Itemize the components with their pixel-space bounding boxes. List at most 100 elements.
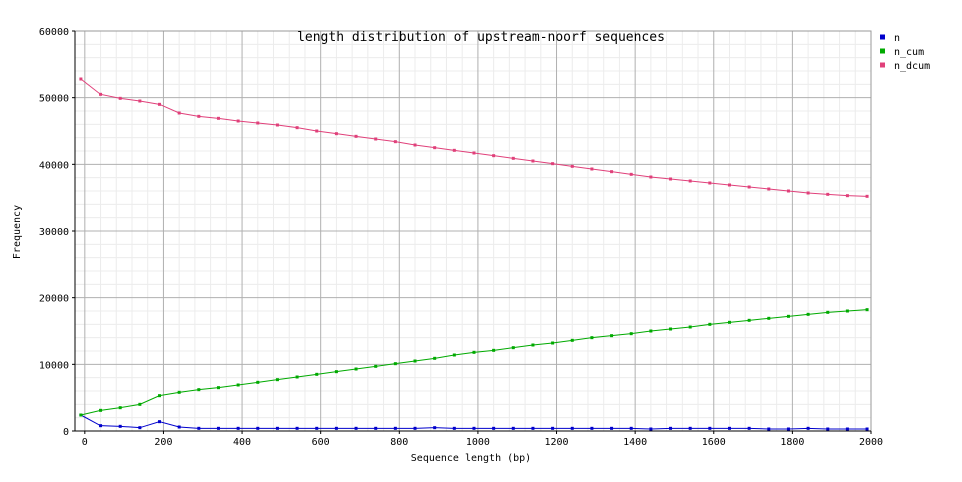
data-point [216,426,220,430]
data-point [315,426,319,430]
x-tick-label: 600 [312,437,330,448]
data-point [492,348,496,352]
data-point [786,427,790,431]
data-point [99,424,103,428]
y-tick-label: 40000 [39,160,69,171]
y-tick-label: 60000 [39,27,69,38]
data-point [767,316,771,320]
data-point [413,426,417,430]
data-point [256,380,260,384]
data-point [413,359,417,363]
data-point [315,129,319,133]
data-point [551,341,555,345]
y-tick-label: 20000 [39,294,69,305]
data-point [158,102,162,106]
chart-title: length distribution of upstream-noorf se… [297,30,665,45]
data-point [806,312,810,316]
data-point [374,364,378,368]
data-point [334,132,338,136]
data-point [256,121,260,125]
data-point [688,179,692,183]
data-point [551,426,555,430]
data-point [669,426,673,430]
data-point [236,119,240,123]
legend-marker [880,34,885,40]
series-n [79,413,869,431]
data-point [845,427,849,431]
series-line [80,309,868,416]
x-tick-label: 2000 [859,437,883,448]
data-point [472,426,476,430]
y-tick-label: 0 [63,427,69,438]
data-point [786,314,790,318]
data-point [590,426,594,430]
data-point [649,175,653,179]
data-point [295,426,299,430]
series-n-cum [79,308,869,417]
x-tick-label: 1600 [702,437,726,448]
data-point [747,426,751,430]
data-point [570,338,574,342]
data-point [334,370,338,374]
data-point [334,426,338,430]
x-tick-label: 1200 [544,437,568,448]
data-point [374,137,378,141]
data-point [708,426,712,430]
data-point [492,154,496,158]
data-point [551,162,555,166]
data-point [79,77,83,81]
data-point [393,140,397,144]
data-point [649,427,653,431]
data-point [767,427,771,431]
data-point [374,426,378,430]
data-point [727,426,731,430]
data-point [158,420,162,424]
data-point [669,177,673,181]
data-point [177,425,181,429]
tick-labels: 0 200 400 600 800 1000 1200 1400 1600 1800 2000010… [39,27,883,448]
data-point [118,96,122,100]
data-point [865,427,869,431]
data-point [433,356,437,360]
legend-label: n_cum [894,47,924,58]
data-point [629,332,633,336]
data-point [354,367,358,371]
x-tick-label: 1000 [466,437,490,448]
data-point [727,320,731,324]
data-point [511,346,515,350]
y-tick-label: 50000 [39,94,69,105]
data-point [806,191,810,195]
data-point [511,426,515,430]
data-point [275,123,279,127]
data-point [610,170,614,174]
legend-marker [880,48,885,54]
series-n-dcum [79,77,869,198]
data-point [531,343,535,347]
data-point [197,114,201,118]
data-point [767,187,771,191]
data-point [669,327,673,331]
data-point [472,151,476,155]
data-point [629,172,633,176]
data-point [845,194,849,198]
data-point [216,386,220,390]
data-point [99,92,103,96]
data-point [433,426,437,430]
legend: n n_cum n_dcum [880,33,930,72]
data-point [590,336,594,340]
data-point [531,159,535,163]
data-point [275,426,279,430]
data-point [629,426,633,430]
data-point [99,408,103,412]
data-point [295,126,299,130]
data-point [649,329,653,333]
data-point [727,183,731,187]
data-point [806,426,810,430]
data-point [511,156,515,160]
x-tick-label: 200 [154,437,172,448]
data-point [118,424,122,428]
data-point [138,99,142,103]
legend-label: n [894,33,900,44]
data-point [826,427,830,431]
